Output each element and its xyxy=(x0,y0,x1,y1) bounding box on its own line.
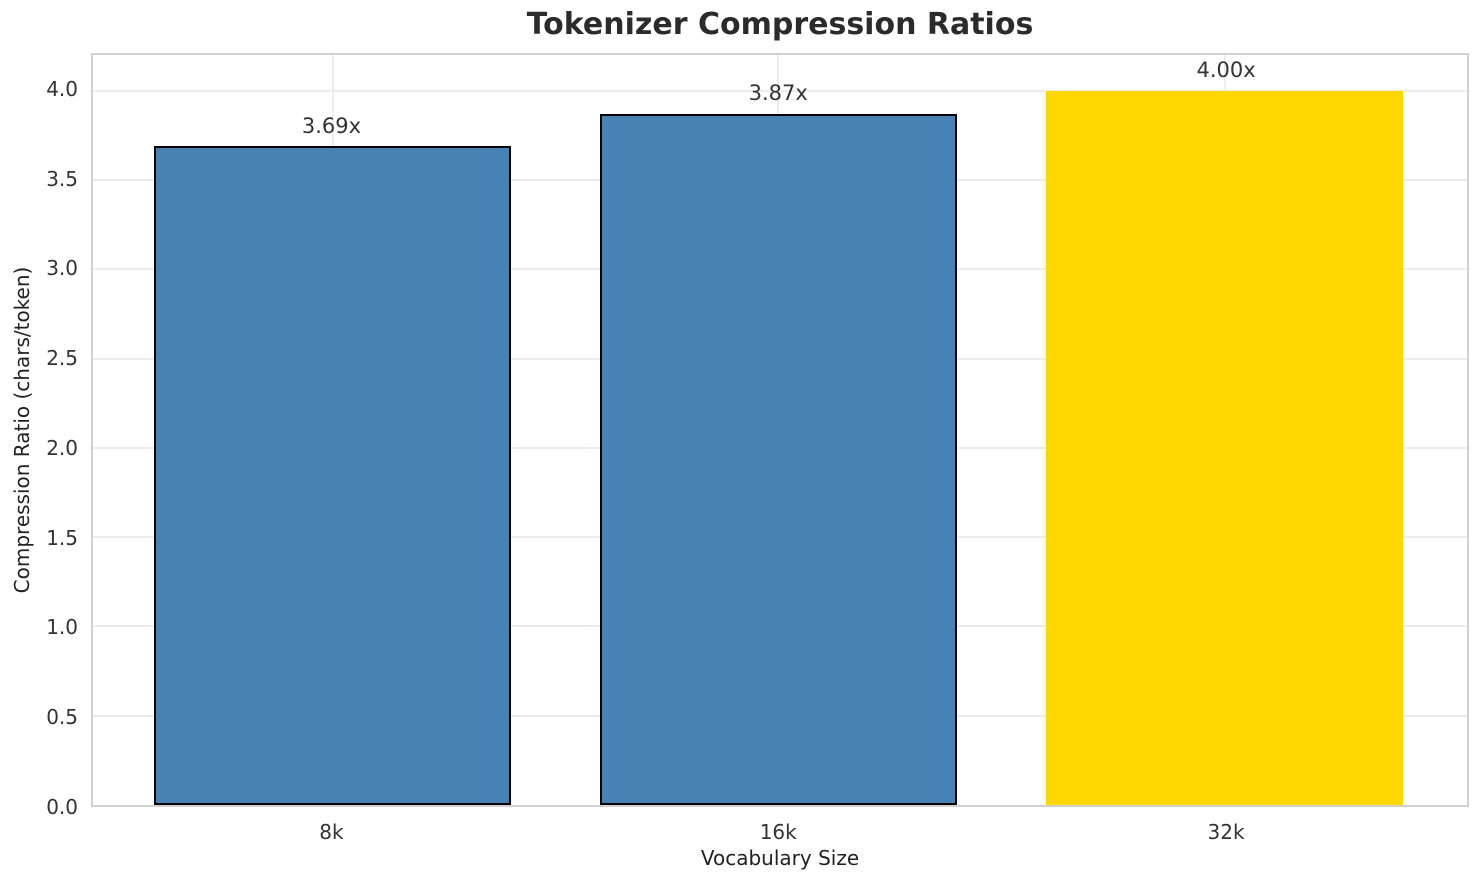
y-tick-label: 1.0 xyxy=(46,615,78,640)
y-tick-label: 0.5 xyxy=(46,705,78,730)
x-tick-label: 8k xyxy=(319,820,344,844)
bar-32k xyxy=(1046,90,1404,805)
bar-value-label: 4.00x xyxy=(1196,57,1256,82)
y-tick-label: 1.5 xyxy=(46,525,78,550)
bar-value-label: 3.69x xyxy=(301,113,362,138)
y-tick-label: 0.0 xyxy=(46,795,78,819)
x-axis-label: Vocabulary Size xyxy=(700,846,860,870)
y-tick-label: 3.5 xyxy=(46,166,78,191)
x-tick-label: 32k xyxy=(1207,820,1245,844)
bar-8k xyxy=(154,146,512,805)
y-tick-label: 4.0 xyxy=(46,76,78,101)
bar-16k xyxy=(599,113,957,805)
y-tick-label: 3.0 xyxy=(46,256,78,281)
y-tick-label: 2.5 xyxy=(46,346,78,371)
horizontal-gridline xyxy=(93,89,1467,92)
x-tick-label: 16k xyxy=(759,820,797,844)
plot-area xyxy=(91,53,1469,807)
bar-value-label: 3.87x xyxy=(748,81,808,106)
y-tick-label: 2.0 xyxy=(46,435,78,460)
chart-title: Tokenizer Compression Ratios xyxy=(526,7,1034,42)
